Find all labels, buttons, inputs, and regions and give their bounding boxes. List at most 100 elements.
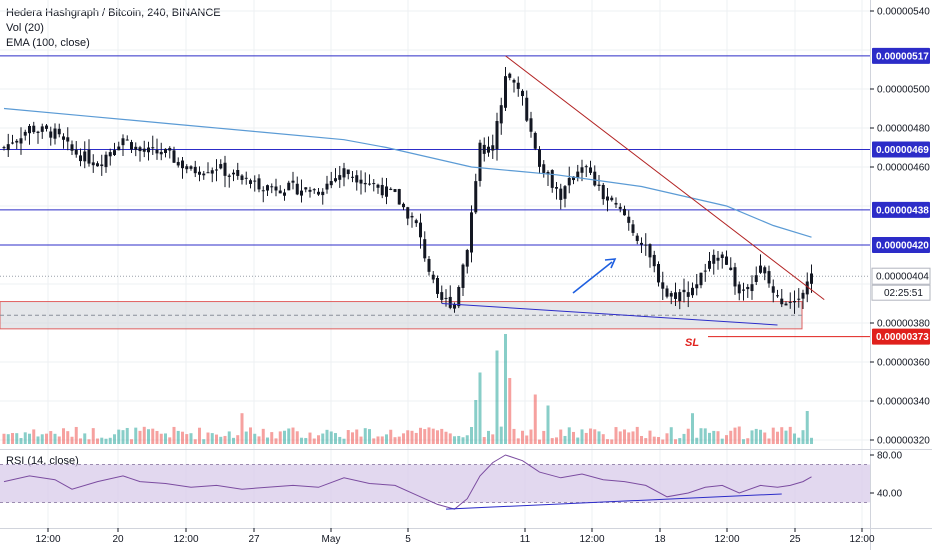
candle-body — [729, 267, 733, 271]
volume-bar — [261, 428, 265, 444]
volume-bar — [444, 431, 448, 444]
volume-bar — [640, 435, 643, 444]
volume-bar — [754, 428, 758, 444]
candle-body — [397, 189, 401, 205]
candle-body — [363, 182, 367, 185]
candle-body — [359, 179, 363, 184]
volume-bar — [274, 438, 278, 444]
volume-bar — [725, 435, 728, 444]
candle-body — [62, 136, 65, 140]
candle-body — [253, 180, 257, 182]
volume-bar — [402, 433, 405, 444]
volume-bar — [198, 427, 201, 444]
volume-bar — [550, 438, 554, 444]
volume-bar — [542, 430, 546, 444]
volume-bar — [125, 427, 129, 444]
candle-body — [797, 298, 801, 300]
volume-bar — [533, 394, 537, 444]
level-badge — [872, 141, 930, 158]
volume-bar — [576, 437, 580, 444]
volume-bar — [368, 429, 371, 444]
volume-bar — [801, 430, 805, 444]
volume-bar — [83, 433, 87, 444]
candle-body — [521, 90, 524, 97]
candle-body — [776, 295, 779, 297]
candle-body — [28, 125, 31, 134]
candle-body — [618, 206, 622, 209]
candle-body — [329, 181, 333, 186]
candle-body — [79, 155, 82, 162]
candle-body — [691, 287, 694, 296]
level-badge — [872, 201, 930, 218]
candle-body — [440, 292, 444, 300]
candle-body — [470, 212, 473, 253]
volume-bar — [788, 426, 792, 444]
candle-body — [640, 242, 643, 245]
candle-body — [151, 147, 155, 149]
volume-bar — [266, 437, 269, 444]
candle-body — [283, 192, 286, 196]
candle-body — [342, 168, 346, 178]
volume-bar — [423, 429, 427, 444]
candle-body — [674, 292, 677, 299]
volume-bar — [465, 435, 469, 444]
candle-body — [504, 76, 507, 108]
volume-bar — [181, 431, 184, 444]
volume-bar — [521, 430, 524, 444]
volume-bar — [193, 439, 197, 444]
candle-body — [699, 272, 703, 286]
volume-bar — [300, 437, 303, 444]
candle-body — [576, 171, 580, 178]
candle-body — [334, 178, 337, 182]
candle-body — [635, 235, 639, 241]
candle-body — [754, 275, 758, 282]
volume-bar — [610, 439, 614, 444]
candle-body — [223, 162, 227, 176]
candle-body — [368, 183, 371, 185]
volume-bar — [686, 428, 690, 444]
volume-bar — [363, 428, 367, 444]
time-tick-label: 25 — [789, 534, 801, 545]
candle-body — [389, 188, 393, 190]
volume-bar — [691, 413, 694, 444]
volume-bar — [244, 431, 248, 444]
chart-symbol-title[interactable]: Hedera Hashgraph / Bitcoin, 240, BINANCE — [6, 7, 221, 19]
volume-bar — [2, 433, 6, 444]
candle-body — [750, 284, 754, 292]
volume-legend[interactable]: Vol (20) — [6, 22, 44, 34]
volume-bar — [606, 439, 609, 444]
volume-bar — [168, 437, 172, 444]
candle-body — [338, 175, 342, 180]
volume-bar — [682, 433, 686, 444]
volume-bar — [11, 433, 14, 444]
candle-body — [695, 284, 699, 289]
volume-bar — [708, 432, 711, 444]
level-badge — [872, 47, 930, 64]
candle-body — [159, 151, 163, 155]
candle-body — [627, 216, 631, 223]
candle-body — [644, 244, 648, 246]
time-tick-label: 12:00 — [579, 534, 604, 545]
volume-bar — [567, 427, 571, 444]
time-tick-label: 12:00 — [714, 534, 739, 545]
volume-bar — [652, 436, 656, 444]
candle-body — [87, 149, 91, 164]
volume-bar — [397, 436, 401, 444]
volume-bar — [546, 405, 550, 444]
level-badge-label: 0.00000517 — [876, 51, 929, 62]
volume-bar — [767, 438, 771, 444]
candle-body — [66, 137, 70, 142]
candle-body — [219, 164, 223, 169]
candle-body — [100, 164, 104, 167]
candle-body — [244, 177, 248, 179]
candle-body — [491, 145, 495, 151]
candle-body — [427, 258, 431, 272]
candle-body — [499, 105, 503, 124]
volume-bar — [210, 433, 214, 444]
volume-bar — [325, 429, 329, 444]
volume-bar — [70, 436, 74, 444]
candle-body — [708, 260, 711, 269]
volume-bar — [15, 433, 19, 444]
volume-bar — [669, 427, 673, 444]
